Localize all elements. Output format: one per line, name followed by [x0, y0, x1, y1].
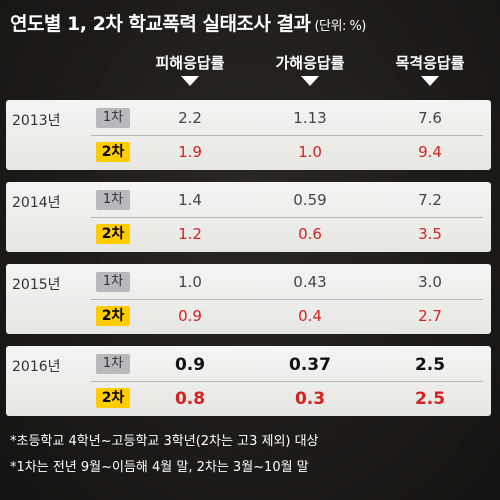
- second-survey-value: 2.5: [414, 389, 446, 409]
- second-survey-badge: 2차: [96, 388, 130, 408]
- first-survey-value: 7.2: [418, 191, 442, 209]
- second-survey-value: 0.9: [178, 307, 202, 325]
- year-block: 2015년 1차 2차 1.0 0.9 0.43 0.4 3.0 2.7: [6, 264, 491, 334]
- first-survey-value: 0.37: [289, 355, 331, 375]
- first-survey-badge: 1차: [96, 108, 130, 128]
- year-label: 2016년: [12, 359, 61, 375]
- second-survey-value: 1.0: [298, 143, 322, 161]
- chart-title: 연도별 1, 2차 학교폭력 실태조사 결과 (단위: %): [10, 6, 366, 42]
- second-survey-value: 0.4: [298, 307, 322, 325]
- row-divider: [91, 135, 483, 136]
- second-survey-badge: 2차: [96, 142, 130, 162]
- year-block: 2013년 1차 2차 2.2 1.9 1.13 1.0 7.6 9.4: [6, 100, 491, 170]
- column-header-offender: 가해응답률: [275, 54, 345, 72]
- first-survey-value: 1.4: [178, 191, 202, 209]
- first-survey-value: 2.2: [178, 109, 202, 127]
- year-block: 2014년 1차 2차 1.4 1.2 0.59 0.6 7.2 3.5: [6, 182, 491, 252]
- first-survey-value: 1.0: [178, 273, 202, 291]
- first-survey-value: 0.43: [293, 273, 327, 291]
- down-arrow-icon: [301, 76, 319, 86]
- footnote-period: *1차는 전년 9월~이듬해 4월 말, 2차는 3월~10월 말: [10, 460, 309, 475]
- second-survey-value: 0.6: [298, 225, 322, 243]
- first-survey-value: 0.59: [293, 191, 327, 209]
- first-survey-badge: 1차: [96, 190, 130, 210]
- second-survey-value: 9.4: [418, 143, 442, 161]
- second-survey-value: 0.3: [294, 389, 326, 409]
- second-survey-value: 1.9: [178, 143, 202, 161]
- first-survey-value: 7.6: [418, 109, 442, 127]
- second-survey-value: 2.7: [418, 307, 442, 325]
- column-header-witness: 목격응답률: [395, 54, 465, 72]
- year-label: 2015년: [12, 277, 61, 293]
- second-survey-badge: 2차: [96, 306, 130, 326]
- row-divider: [91, 299, 483, 300]
- footnote-target: *초등학교 4학년~고등학교 3학년(2차는 고3 제외) 대상: [10, 434, 319, 449]
- first-survey-value: 1.13: [293, 109, 327, 127]
- row-divider: [91, 381, 483, 382]
- title-text: 연도별 1, 2차 학교폭력 실태조사 결과: [10, 13, 311, 35]
- first-survey-badge: 1차: [96, 272, 130, 292]
- first-survey-value: 0.9: [174, 355, 206, 375]
- second-survey-value: 1.2: [178, 225, 202, 243]
- column-header-victim: 피해응답률: [155, 54, 225, 72]
- down-arrow-icon: [181, 76, 199, 86]
- year-label: 2013년: [12, 113, 61, 129]
- year-label: 2014년: [12, 195, 61, 211]
- row-divider: [91, 217, 483, 218]
- second-survey-value: 3.5: [418, 225, 442, 243]
- year-block: 2016년 1차 2차 0.9 0.8 0.37 0.3 2.5 2.5: [6, 346, 491, 416]
- second-survey-badge: 2차: [96, 224, 130, 244]
- down-arrow-icon: [421, 76, 439, 86]
- first-survey-value: 3.0: [418, 273, 442, 291]
- first-survey-value: 2.5: [414, 355, 446, 375]
- second-survey-value: 0.8: [174, 389, 206, 409]
- unit-label: (단위: %): [314, 19, 366, 34]
- first-survey-badge: 1차: [96, 354, 130, 374]
